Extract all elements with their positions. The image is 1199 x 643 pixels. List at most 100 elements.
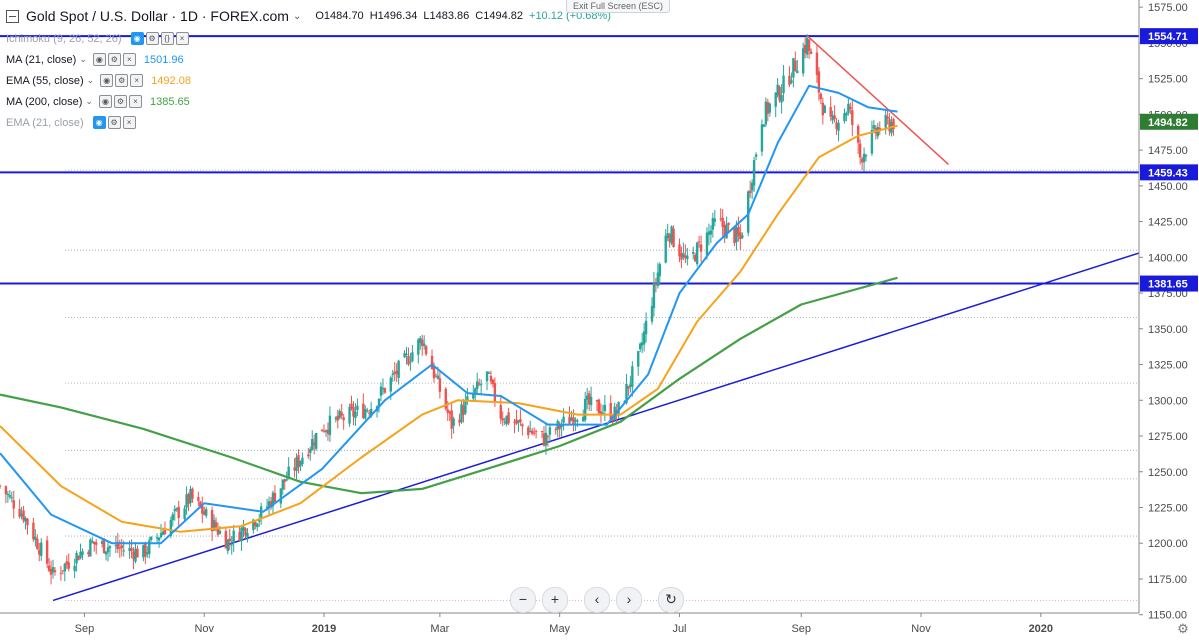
eye-icon[interactable]: ◉: [130, 32, 144, 45]
eye-icon[interactable]: ◉: [92, 53, 106, 66]
candle: [20, 506, 23, 520]
candle: [858, 139, 862, 165]
indicator-value: 1492.08: [151, 74, 191, 87]
symbol-title[interactable]: Gold Spot / U.S. Dollar · 1D · FOREX.com: [26, 8, 289, 24]
collapse-icon[interactable]: [6, 9, 19, 23]
candle: [393, 362, 396, 382]
gear-icon[interactable]: ⚙: [113, 95, 127, 108]
gear-icon[interactable]: ⚙: [1177, 621, 1189, 636]
candle: [228, 528, 231, 551]
chevron-down-icon[interactable]: ⌄: [85, 96, 93, 106]
candle: [6, 491, 10, 503]
scroll-right-button[interactable]: ›: [616, 587, 642, 613]
candle: [847, 96, 850, 116]
candle: [230, 535, 233, 555]
candle: [148, 536, 151, 559]
y-tick-label: 1350.00: [1148, 324, 1188, 336]
candle: [532, 427, 536, 436]
candle: [65, 555, 68, 570]
candle: [336, 409, 339, 429]
x-tick-label: Sep: [791, 623, 811, 635]
candle: [692, 246, 695, 260]
gear-icon[interactable]: ⚙: [107, 53, 121, 66]
candle: [287, 457, 290, 480]
source-icon[interactable]: {}: [160, 32, 174, 45]
exit-fullscreen-button[interactable]: Exit Full Screen (ESC): [566, 0, 671, 13]
gear-icon[interactable]: ⚙: [107, 116, 121, 129]
candle: [397, 359, 400, 385]
candle: [845, 111, 848, 122]
candle: [348, 403, 351, 427]
zoom-in-button[interactable]: +: [542, 587, 568, 613]
reset-chart-button[interactable]: ↻: [658, 587, 684, 613]
candle: [864, 153, 868, 162]
indicator-name[interactable]: MA (21, close): [6, 53, 77, 66]
indicator-name[interactable]: Ichimoku (9, 26, 52, 26): [6, 32, 122, 45]
level-label: 1554.71: [1148, 31, 1188, 43]
candle: [664, 229, 667, 264]
candle: [381, 378, 385, 395]
gear-icon[interactable]: ⚙: [145, 32, 159, 45]
indicator-buttons: ◉ ⚙ ×: [98, 95, 142, 108]
indicator-name[interactable]: MA (200, close): [6, 95, 83, 108]
candle: [36, 534, 39, 551]
close-icon[interactable]: ×: [122, 53, 136, 66]
candle: [713, 209, 717, 227]
chevron-down-icon[interactable]: ⌄: [86, 75, 95, 85]
candle: [519, 409, 522, 426]
candle: [204, 506, 208, 519]
level-label-bg: [1140, 275, 1198, 292]
candle: [383, 387, 387, 394]
candle: [95, 539, 98, 555]
candle: [686, 247, 689, 266]
candle: [796, 59, 799, 74]
indicator-buttons: ◉ ⚙ ×: [100, 74, 144, 87]
candle: [870, 120, 874, 156]
candle: [464, 393, 467, 415]
close-icon[interactable]: ×: [130, 74, 144, 87]
indicator-name[interactable]: EMA (55, close): [6, 74, 84, 87]
candle: [737, 216, 740, 242]
candle: [548, 423, 552, 444]
scroll-left-button[interactable]: ‹: [584, 587, 610, 613]
candle: [91, 536, 94, 544]
candle: [40, 538, 43, 561]
indicator-row: EMA (55, close) ⌄ ◉ ⚙ × 1492.08: [6, 70, 617, 91]
candle: [638, 342, 642, 352]
eye-icon[interactable]: ◉: [98, 95, 112, 108]
chevron-down-icon[interactable]: ⌄: [292, 10, 302, 22]
candle: [833, 105, 836, 123]
candle: [487, 371, 491, 374]
current-price-label: 1494.82: [1148, 117, 1188, 129]
candle: [108, 544, 112, 557]
close-icon[interactable]: ×: [175, 32, 189, 45]
candle: [609, 395, 612, 423]
candle: [356, 398, 359, 417]
candle: [22, 505, 25, 523]
eye-icon[interactable]: ◉: [92, 116, 106, 129]
ma200-line: [0, 276, 898, 495]
close-icon[interactable]: ×: [122, 116, 136, 129]
candle: [568, 406, 571, 424]
chevron-down-icon[interactable]: ⌄: [79, 54, 87, 64]
candle: [309, 446, 312, 461]
candle: [752, 157, 756, 193]
candle: [527, 425, 530, 439]
candle: [682, 242, 685, 260]
close-icon[interactable]: ×: [128, 95, 142, 108]
x-tick-label: Nov: [194, 623, 214, 635]
x-tick-label: Nov: [911, 623, 931, 635]
eye-icon[interactable]: ◉: [100, 74, 114, 87]
candle: [210, 506, 214, 542]
candle: [733, 225, 736, 247]
candle: [807, 38, 811, 59]
gear-icon[interactable]: ⚙: [115, 74, 129, 87]
candle: [173, 505, 176, 521]
zoom-out-button[interactable]: −: [510, 587, 536, 613]
candle: [100, 538, 104, 548]
indicator-name[interactable]: EMA (21, close): [6, 116, 84, 129]
price-axis: [1139, 0, 1199, 643]
candle: [790, 72, 793, 85]
candle: [409, 352, 412, 371]
